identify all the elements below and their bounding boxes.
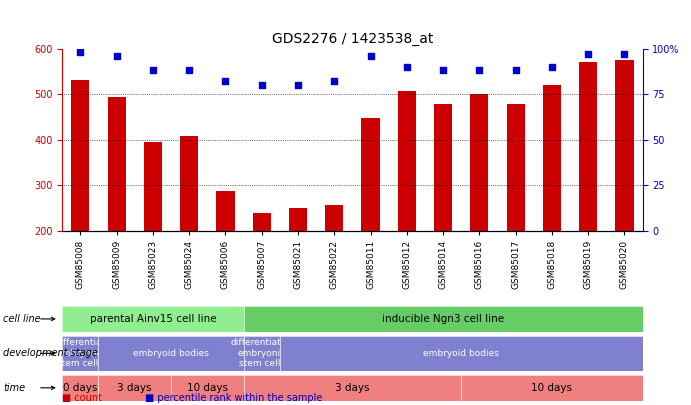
Bar (144, 142, 162, 231)
Point (147, 67, 158, 74)
Bar (507, 104, 524, 231)
Bar (325, 205, 343, 231)
Text: 3 days: 3 days (117, 383, 152, 393)
Text: embryoid bodies: embryoid bodies (424, 349, 499, 358)
Point (256, 82, 267, 88)
Text: 10 days: 10 days (531, 383, 572, 393)
Text: 10 days: 10 days (187, 383, 228, 393)
Point (401, 64, 413, 70)
Point (510, 67, 521, 74)
Point (329, 78, 340, 85)
Point (547, 64, 558, 70)
Text: cell line: cell line (3, 314, 41, 324)
Text: ■ percentile rank within the sample: ■ percentile rank within the sample (145, 393, 323, 403)
Text: 0 days: 0 days (63, 383, 97, 393)
Bar (616, 60, 634, 231)
Text: ■ count: ■ count (62, 393, 102, 403)
Bar (216, 191, 234, 231)
Bar (361, 118, 379, 231)
Bar (253, 213, 271, 231)
Bar (108, 97, 126, 231)
Bar (471, 94, 489, 231)
Text: time: time (3, 383, 26, 393)
Point (75, 49, 86, 55)
Bar (71, 81, 89, 231)
Point (111, 53, 122, 59)
Text: parental Ainv15 cell line: parental Ainv15 cell line (90, 314, 216, 324)
Text: undifferentiated
embryonic
stem cells: undifferentiated embryonic stem cells (44, 339, 117, 368)
Bar (434, 104, 452, 231)
Point (437, 67, 448, 74)
Bar (543, 85, 561, 231)
Bar (579, 62, 597, 231)
Text: embryoid bodies: embryoid bodies (133, 349, 209, 358)
Point (220, 78, 231, 85)
Title: GDS2276 / 1423538_at: GDS2276 / 1423538_at (272, 32, 433, 46)
Point (619, 51, 630, 57)
Bar (180, 136, 198, 231)
Point (583, 51, 594, 57)
Point (184, 67, 195, 74)
Text: inducible Ngn3 cell line: inducible Ngn3 cell line (382, 314, 504, 324)
Point (292, 82, 303, 88)
Bar (289, 208, 307, 231)
Bar (398, 91, 416, 231)
Text: development stage: development stage (3, 348, 98, 358)
Text: 3 days: 3 days (335, 383, 370, 393)
Point (474, 67, 485, 74)
Text: differentiated
embryonic
stem cells: differentiated embryonic stem cells (231, 339, 293, 368)
Point (365, 53, 376, 59)
